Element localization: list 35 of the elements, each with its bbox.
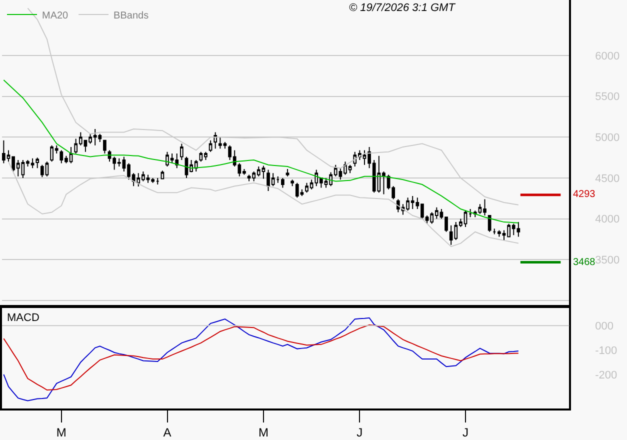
y-tick-label: 4000 <box>595 214 620 226</box>
y-tick-label: 000 <box>595 320 614 333</box>
candlestick <box>36 157 40 169</box>
y-tick-label: 5000 <box>595 132 620 144</box>
candlestick <box>156 177 160 186</box>
x-tick-label: J <box>356 426 363 440</box>
candlestick <box>180 143 184 161</box>
annotation: © 19/7/2026 3:1 GMT <box>349 2 456 14</box>
legend-label: BBands <box>114 10 149 22</box>
y-tick-label: -100 <box>595 344 618 357</box>
candlestick <box>488 215 492 232</box>
x-tick-label: M <box>56 426 66 440</box>
y-tick-label: -200 <box>595 369 618 382</box>
y-tick-label: 6000 <box>595 50 620 62</box>
y-tick-label: 5500 <box>595 91 620 104</box>
y-tick-label: 3500 <box>595 254 620 266</box>
line-series <box>3 80 519 224</box>
ref-line-label: 4293 <box>573 189 596 200</box>
line-series <box>3 324 519 391</box>
candlestick <box>492 228 496 235</box>
legend-label: MA20 <box>42 10 69 22</box>
candlestick <box>281 177 284 188</box>
candlestick <box>208 140 212 152</box>
candlestick <box>468 208 472 218</box>
candlestick <box>103 140 106 154</box>
ref-line-label: 3468 <box>573 257 596 268</box>
candlestick <box>160 170 164 180</box>
x-tick-label: M <box>258 426 268 440</box>
candlestick <box>290 179 294 187</box>
x-tick-label: A <box>163 426 172 440</box>
y-tick-label: 4500 <box>595 172 620 185</box>
candlestick <box>286 168 290 177</box>
candlestick <box>214 132 218 150</box>
x-tick-label: J <box>462 426 469 440</box>
chart-title: MACD <box>7 312 40 324</box>
